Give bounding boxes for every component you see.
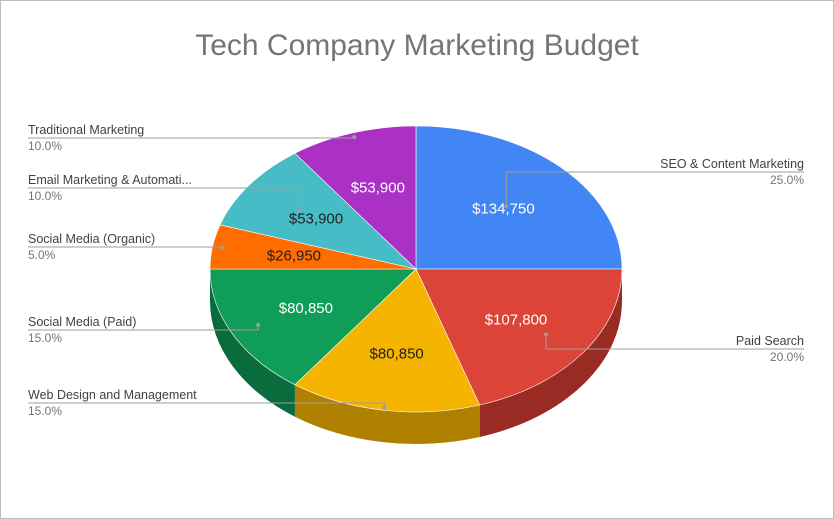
value-label-seo-content-marketing: $134,750 — [472, 200, 535, 217]
slice-name-traditional-marketing: Traditional Marketing — [28, 123, 144, 137]
slice-web-design-and-management — [294, 268, 481, 413]
slice-side-web-design-and-management — [294, 384, 480, 444]
slice-side-paid-search — [479, 269, 622, 438]
callout-dot-paid-search — [543, 332, 548, 337]
value-label-paid-search: $107,800 — [485, 311, 548, 328]
callout-dot-social-media-paid — [256, 322, 261, 327]
pie-slices — [209, 125, 623, 413]
slice-name-social-media-organic: Social Media (Organic) — [28, 232, 155, 246]
slice-social-media-paid — [209, 268, 417, 386]
slice-percent-seo-content-marketing: 25.0% — [770, 173, 804, 187]
slice-name-email-marketing-automation: Email Marketing & Automati... — [28, 173, 192, 187]
callout-dot-traditional-marketing — [352, 135, 357, 140]
pie-sides — [210, 269, 622, 444]
slice-seo-content-marketing — [415, 125, 623, 270]
slice-paid-search — [415, 268, 623, 406]
slice-name-seo-content-marketing: SEO & Content Marketing — [660, 157, 804, 171]
chart-title: Tech Company Marketing Budget — [195, 29, 639, 62]
value-label-traditional-marketing: $53,900 — [351, 179, 405, 196]
slice-percent-traditional-marketing: 10.0% — [28, 139, 62, 153]
slice-percent-social-media-paid: 15.0% — [28, 331, 62, 345]
slice-callouts: SEO & Content Marketing 25.0% Paid Search 2… — [28, 123, 804, 418]
callout-line-social-media-organic — [28, 246, 224, 248]
slice-email-marketing-automation — [219, 152, 417, 270]
slice-side-social-media-paid — [210, 269, 295, 417]
slice-percent-web-design-and-management: 15.0% — [28, 404, 62, 418]
slice-name-web-design-and-management: Web Design and Management — [28, 388, 197, 402]
callout-dot-seo-content-marketing — [504, 204, 509, 209]
slice-percent-social-media-organic: 5.0% — [28, 248, 56, 262]
callout-dot-email-marketing-automation — [297, 208, 302, 213]
slice-traditional-marketing — [294, 125, 417, 270]
callout-dot-web-design-and-management — [382, 405, 387, 410]
value-label-email-marketing-automation: $53,900 — [289, 211, 343, 228]
callout-line-seo-content-marketing — [505, 171, 804, 207]
callout-line-paid-search — [545, 334, 804, 350]
value-label-social-media-organic: $26,950 — [267, 248, 321, 265]
callout-line-email-marketing-automation — [28, 187, 300, 211]
callout-line-traditional-marketing — [28, 137, 355, 139]
slice-percent-email-marketing-automation: 10.0% — [28, 189, 62, 203]
value-label-web-design-and-management: $80,850 — [370, 346, 424, 363]
slice-name-paid-search: Paid Search — [736, 334, 804, 348]
value-label-social-media-paid: $80,850 — [279, 300, 333, 317]
slice-value-labels: $134,750 $107,800 $80,850 $80,850 $26,950 $53… — [267, 179, 547, 362]
callout-dot-social-media-organic — [220, 245, 225, 250]
slice-name-social-media-paid: Social Media (Paid) — [28, 315, 136, 329]
slice-percent-paid-search: 20.0% — [770, 350, 804, 364]
